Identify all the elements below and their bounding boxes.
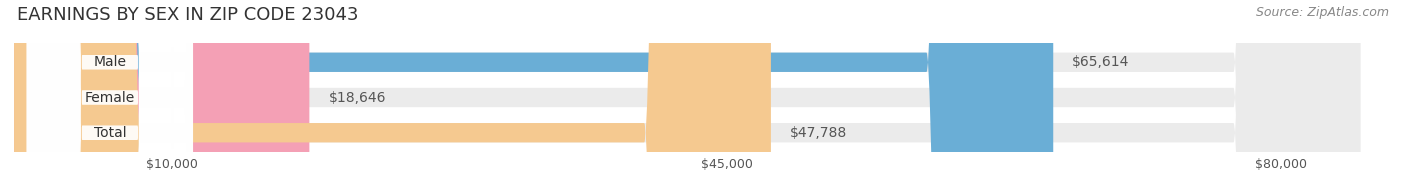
- Text: EARNINGS BY SEX IN ZIP CODE 23043: EARNINGS BY SEX IN ZIP CODE 23043: [17, 6, 359, 24]
- Text: Total: Total: [94, 126, 127, 140]
- Text: $47,788: $47,788: [790, 126, 848, 140]
- FancyBboxPatch shape: [27, 0, 193, 195]
- FancyBboxPatch shape: [14, 0, 770, 195]
- Text: $18,646: $18,646: [329, 90, 385, 105]
- FancyBboxPatch shape: [14, 0, 1053, 195]
- FancyBboxPatch shape: [27, 0, 193, 195]
- FancyBboxPatch shape: [27, 0, 193, 195]
- FancyBboxPatch shape: [14, 0, 1360, 195]
- Text: Female: Female: [84, 90, 135, 105]
- FancyBboxPatch shape: [14, 0, 1360, 195]
- FancyBboxPatch shape: [14, 0, 1360, 195]
- Text: Source: ZipAtlas.com: Source: ZipAtlas.com: [1256, 6, 1389, 19]
- Text: Male: Male: [93, 55, 127, 69]
- Text: $65,614: $65,614: [1073, 55, 1129, 69]
- FancyBboxPatch shape: [14, 0, 309, 195]
